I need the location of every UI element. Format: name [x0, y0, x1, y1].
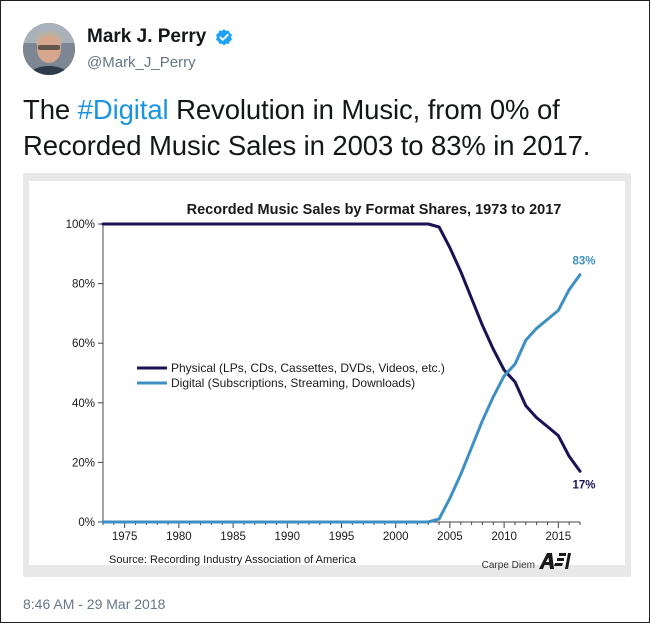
- tweet-timestamp[interactable]: 8:46 AM - 29 Mar 2018: [23, 596, 166, 612]
- x-tick-label: 2015: [546, 531, 572, 543]
- y-tick-label: 100%: [66, 219, 95, 231]
- x-tick-label: 1975: [112, 531, 138, 543]
- series-lines: [101, 222, 582, 524]
- y-tick-label: 0%: [78, 517, 95, 529]
- chart-panel: [29, 181, 625, 565]
- physical-series-line: [101, 222, 582, 473]
- x-tick-label: 1995: [329, 531, 355, 543]
- digital-end-label: 83%: [572, 256, 595, 268]
- legend-entry: Physical (LPs, CDs, Cassettes, DVDs, Vid…: [171, 361, 445, 375]
- music-sales-chart: Recorded Music Sales by Format Shares, 1…: [29, 181, 625, 571]
- chart-image[interactable]: Recorded Music Sales by Format Shares, 1…: [23, 173, 631, 577]
- display-name[interactable]: Mark J. Perry: [87, 26, 207, 47]
- y-tick-label: 40%: [72, 398, 95, 410]
- hashtag-link[interactable]: #Digital: [77, 94, 169, 125]
- chart-branding: Carpe Diem: [482, 560, 535, 571]
- x-tick-label: 2010: [491, 531, 517, 543]
- y-axis: 0% 20% 40% 60% 80% 100%: [66, 219, 104, 529]
- avatar[interactable]: [23, 23, 75, 75]
- x-tick-label: 1990: [274, 531, 300, 543]
- legend-entry: Digital (Subscriptions, Streaming, Downl…: [171, 376, 415, 390]
- x-tick-label: 1985: [220, 531, 246, 543]
- y-tick-label: 60%: [72, 338, 95, 350]
- user-handle[interactable]: @Mark_J_Perry: [87, 54, 196, 71]
- y-tick-label: 80%: [72, 279, 95, 291]
- avatar-image: [23, 23, 75, 75]
- end-labels: 17% 83%: [572, 256, 595, 492]
- x-tick-label: 2000: [383, 531, 409, 543]
- chart-source: Source: Recording Industry Association o…: [109, 554, 357, 566]
- x-tick-label: 1980: [166, 531, 192, 543]
- y-tick-label: 20%: [72, 457, 95, 469]
- chart-title: Recorded Music Sales by Format Shares, 1…: [187, 202, 562, 218]
- legend: Physical (LPs, CDs, Cassettes, DVDs, Vid…: [137, 361, 445, 390]
- tweet-text: The #Digital Revolution in Music, from 0…: [23, 92, 638, 164]
- tweet-text-end: Revolution in Music, from 0% of Recorded…: [23, 94, 591, 161]
- aei-logo-icon: [539, 553, 571, 569]
- tweet-text-start: The: [23, 94, 78, 125]
- x-tick-label: 2005: [437, 531, 463, 543]
- x-axis: 1975 1980 1985 1990 1995 2000 2005 2010 2015: [102, 521, 581, 543]
- digital-series-line: [101, 273, 582, 524]
- physical-end-label: 17%: [572, 479, 595, 491]
- verified-badge-icon: [216, 29, 232, 46]
